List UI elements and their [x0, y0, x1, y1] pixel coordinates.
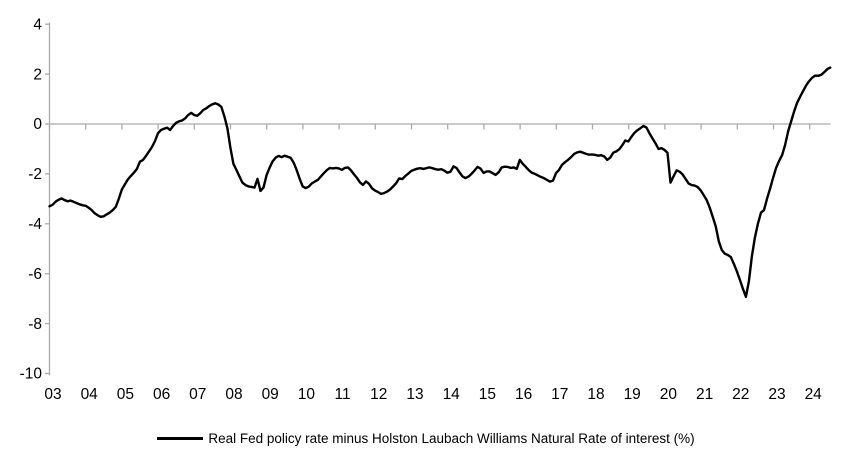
x-axis-label: 07 [189, 386, 206, 403]
x-axis-label: 20 [660, 386, 678, 403]
x-axis-label: 03 [44, 386, 61, 403]
x-axis-label: 21 [696, 386, 713, 403]
y-axis-label: -10 [20, 366, 43, 383]
x-axis-label: 04 [81, 386, 99, 403]
x-axis-label: 10 [298, 386, 316, 403]
x-axis-label: 18 [587, 386, 604, 403]
x-axis-label: 16 [515, 386, 532, 403]
x-axis-label: 13 [406, 386, 423, 403]
x-axis-label: 12 [370, 386, 387, 403]
x-axis-label: 14 [443, 386, 461, 403]
data-series-line [48, 66, 832, 299]
legend-line-marker [157, 437, 204, 440]
x-axis-label: 24 [805, 386, 823, 403]
legend: Real Fed policy rate minus Holston Lauba… [0, 431, 852, 446]
x-axis-label: 09 [262, 386, 279, 403]
y-axis-label: 4 [33, 16, 42, 33]
y-axis-label: -4 [28, 216, 42, 233]
x-axis-label: 17 [551, 386, 568, 403]
y-axis-label: -6 [28, 266, 42, 283]
x-axis-label: 22 [732, 386, 749, 403]
x-axis-label: 06 [153, 386, 170, 403]
x-axis-label: 11 [335, 386, 351, 403]
x-axis-label: 19 [624, 386, 641, 403]
x-axis-label: 23 [768, 386, 785, 403]
x-axis-label: 05 [117, 386, 134, 403]
y-axis-label: -2 [28, 166, 42, 183]
y-axis-label: -8 [28, 316, 42, 333]
y-axis-label: 0 [33, 116, 42, 133]
x-axis-label: 08 [225, 386, 242, 403]
y-axis-label: 2 [33, 66, 42, 83]
legend-label: Real Fed policy rate minus Holston Lauba… [208, 431, 695, 446]
x-axis-label: 15 [479, 386, 496, 403]
